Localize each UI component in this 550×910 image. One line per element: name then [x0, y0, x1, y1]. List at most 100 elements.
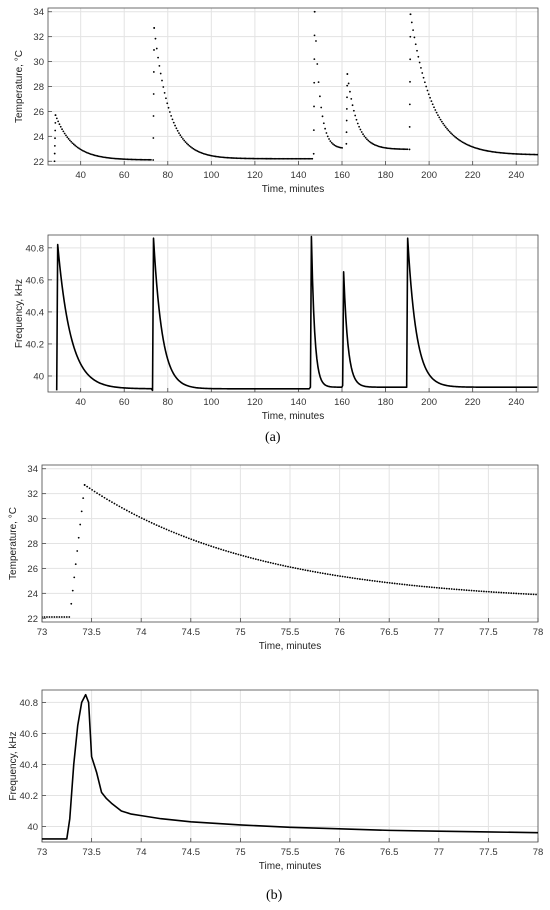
y-tick-label: 28 — [33, 82, 44, 93]
x-tick-label: 220 — [465, 170, 481, 181]
data-point — [144, 158, 147, 161]
x-tick-label: 77 — [434, 627, 445, 638]
data-point — [131, 158, 134, 161]
y-tick-label: 28 — [27, 539, 38, 550]
data-point — [155, 524, 158, 526]
data-point — [383, 581, 386, 584]
series-line — [55, 235, 538, 392]
data-point — [60, 616, 63, 618]
data-point — [352, 109, 355, 112]
data-point — [148, 520, 151, 523]
x-tick-label: 200 — [421, 397, 437, 408]
data-point — [433, 586, 436, 589]
data-point — [91, 489, 93, 491]
data-point — [125, 509, 128, 512]
data-point — [406, 583, 408, 586]
data-point — [106, 498, 108, 501]
data-point — [259, 559, 262, 562]
data-point — [86, 485, 89, 488]
data-point — [345, 108, 348, 110]
data-point — [359, 128, 362, 131]
data-point — [355, 118, 358, 121]
data-point — [453, 588, 456, 591]
data-point — [63, 132, 66, 135]
data-point — [328, 138, 330, 140]
data-point — [130, 512, 133, 514]
data-point — [410, 21, 413, 24]
data-point — [266, 157, 269, 160]
data-series — [53, 10, 538, 163]
data-point — [459, 139, 462, 142]
data-point — [413, 584, 416, 587]
x-tick-label: 60 — [119, 170, 130, 181]
x-tick-label: 75 — [235, 627, 246, 638]
data-point — [175, 127, 178, 130]
data-point — [79, 148, 82, 151]
data-point — [105, 156, 108, 159]
data-point — [507, 592, 510, 594]
data-point — [516, 153, 519, 155]
data-point — [191, 146, 193, 149]
data-point — [281, 157, 284, 160]
data-point — [197, 541, 200, 543]
data-point — [499, 151, 502, 154]
data-point — [74, 563, 77, 566]
data-point — [426, 89, 429, 92]
data-point — [55, 616, 58, 618]
data-point — [356, 122, 359, 125]
data-point — [160, 526, 163, 529]
data-point — [529, 153, 532, 156]
data-point — [240, 554, 242, 557]
data-point — [392, 147, 394, 150]
data-point — [448, 130, 451, 133]
data-point — [416, 49, 418, 52]
data-point — [378, 580, 381, 583]
data-point — [138, 158, 141, 161]
data-point — [403, 148, 406, 151]
data-point — [282, 564, 284, 567]
data-point — [82, 497, 85, 500]
data-point — [450, 588, 453, 590]
data-point — [320, 106, 323, 109]
data-point — [306, 569, 309, 572]
data-point — [535, 153, 537, 156]
data-point — [303, 157, 306, 160]
x-tick-label: 76.5 — [380, 847, 399, 858]
data-point — [346, 73, 349, 75]
data-point — [249, 157, 252, 160]
data-point — [409, 35, 412, 38]
data-point — [443, 124, 446, 127]
data-point — [222, 156, 225, 159]
data-point — [501, 152, 503, 154]
data-point — [240, 157, 243, 160]
data-point — [178, 533, 180, 536]
data-point — [269, 157, 272, 160]
data-point — [520, 592, 523, 595]
data-series — [42, 484, 537, 618]
y-tick-label: 24 — [27, 589, 38, 600]
data-point — [371, 142, 374, 145]
data-point — [350, 97, 353, 100]
data-point — [83, 484, 86, 486]
data-point — [53, 160, 56, 163]
data-point — [78, 147, 80, 150]
data-point — [212, 546, 215, 548]
data-point — [454, 135, 456, 138]
data-point — [366, 579, 369, 581]
data-point — [58, 616, 61, 618]
data-point — [118, 157, 121, 160]
y-tick-label: 40.8 — [20, 698, 39, 709]
x-tick-label: 240 — [508, 397, 524, 408]
y-tick-label: 40 — [33, 371, 44, 382]
data-point — [274, 563, 277, 565]
data-point — [398, 148, 401, 150]
data-point — [242, 554, 245, 557]
data-point — [519, 153, 522, 156]
data-point — [438, 587, 441, 589]
data-point — [457, 138, 460, 141]
data-point — [533, 153, 536, 156]
data-point — [381, 581, 384, 583]
x-tick-label: 78 — [533, 847, 544, 858]
data-point — [195, 540, 198, 542]
data-point — [329, 573, 332, 576]
